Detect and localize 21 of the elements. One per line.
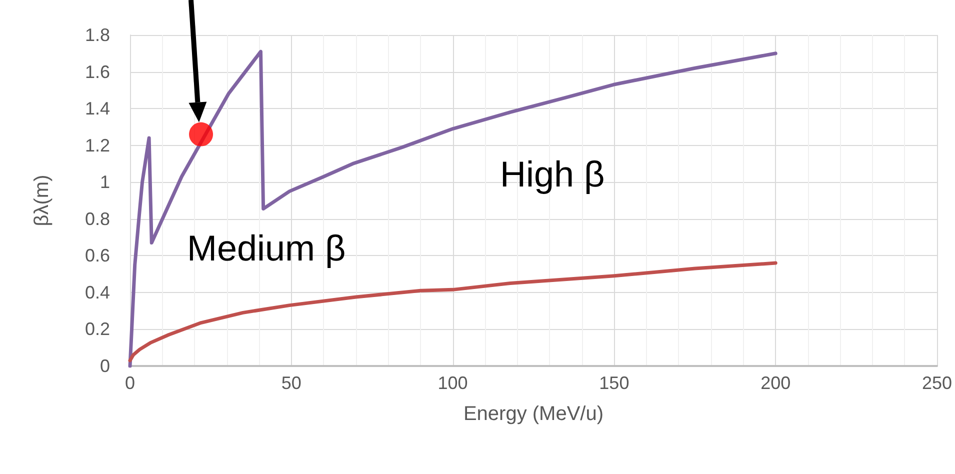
- x-tick-label: 250: [922, 373, 952, 393]
- y-tick-label: 0.6: [84, 246, 110, 266]
- y-tick-label: 0.4: [84, 282, 110, 302]
- y-tick-label: 1: [100, 172, 110, 192]
- annotation: Medium β: [187, 228, 346, 268]
- y-tick-label: 1.8: [84, 25, 110, 45]
- annotation: High β: [500, 154, 605, 194]
- x-tick-label: 0: [124, 373, 136, 393]
- y-tick-label: 1.2: [84, 135, 110, 156]
- x-axis-title: Energy (MeV/u): [463, 403, 604, 425]
- x-tick-label: 150: [599, 373, 630, 393]
- y-tick-label: 0: [100, 356, 110, 376]
- x-tick-label: 200: [760, 373, 791, 393]
- y-axis-title: βλ(m): [31, 174, 53, 226]
- x-tick-label: 50: [281, 373, 302, 393]
- y-tick-label: 0.2: [84, 319, 110, 340]
- y-tick-label: 0.8: [84, 208, 110, 229]
- line-series: [128, 50, 778, 368]
- y-tick-label: 1.6: [84, 62, 110, 82]
- y-tick-label: 1.4: [84, 98, 110, 119]
- x-tick-label: 100: [438, 373, 468, 393]
